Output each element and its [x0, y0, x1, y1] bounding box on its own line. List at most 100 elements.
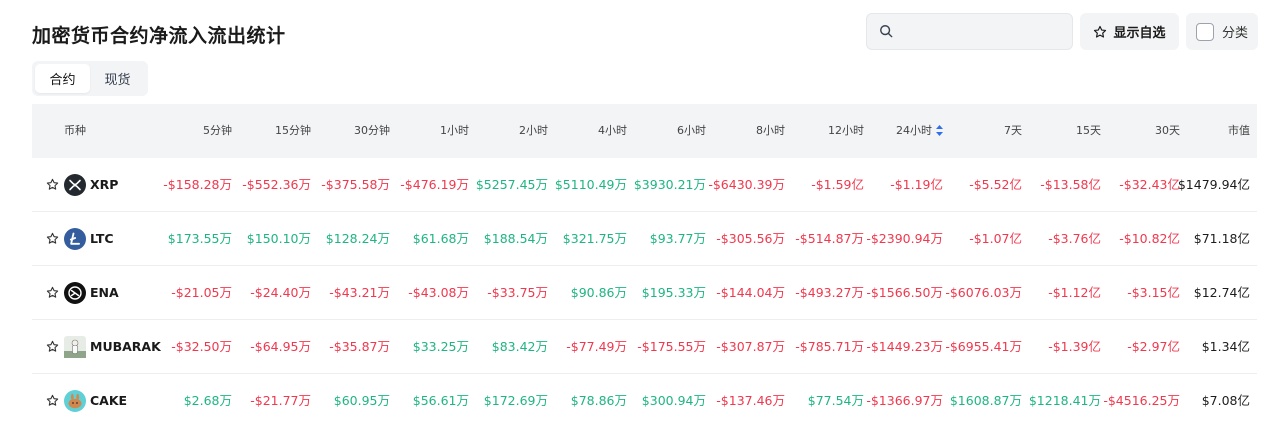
category-checkbox[interactable] [1195, 22, 1214, 41]
column-header-label: 6小时 [677, 124, 706, 137]
netflow-24h: -$1.19亿 [890, 177, 943, 192]
column-header-12h[interactable]: 12小时 [828, 104, 864, 158]
column-header-label: 8小时 [756, 124, 785, 137]
market-cap: $1479.94亿 [1177, 177, 1250, 192]
coin-name[interactable]: XRP [90, 177, 119, 192]
column-header-24h[interactable]: 24小时 [896, 104, 943, 158]
netflow-8h: -$144.04万 [716, 285, 785, 300]
category-toggle[interactable]: 分类 [1186, 13, 1258, 50]
netflow-30m: -$35.87万 [329, 339, 390, 354]
show-favorites-button[interactable]: 显示自选 [1080, 13, 1179, 50]
column-header-30d[interactable]: 30天 [1155, 104, 1180, 158]
category-label: 分类 [1221, 26, 1248, 41]
tab-futures[interactable]: 合约 [35, 64, 90, 93]
coin-name[interactable]: MUBARAK [90, 339, 161, 354]
netflow-15d: -$1.12亿 [1048, 285, 1101, 300]
netflow-30d: -$3.15亿 [1127, 285, 1180, 300]
netflow-15d: $1218.41万 [1028, 393, 1101, 408]
search-input[interactable] [901, 20, 1061, 44]
column-header-label: 15分钟 [275, 124, 311, 137]
netflow-7d: $1608.87万 [949, 393, 1022, 408]
netflow-12h: -$785.71万 [795, 339, 864, 354]
column-header-6h[interactable]: 6小时 [677, 104, 706, 158]
search-icon [880, 25, 893, 38]
netflow-4h: $321.75万 [562, 231, 627, 246]
favorite-star-icon[interactable] [46, 340, 59, 353]
coin-name[interactable]: CAKE [90, 393, 128, 408]
show-favorites-label: 显示自选 [1113, 26, 1166, 41]
column-header-label: 1小时 [440, 124, 469, 137]
tab-spot[interactable]: 现货 [104, 73, 131, 88]
market-cap: $1.34亿 [1201, 339, 1250, 354]
star-icon [1094, 25, 1107, 38]
table-row[interactable]: MUBARAK -$32.50万 -$64.95万 -$35.87万 $33.25万 $8… [32, 320, 1257, 374]
netflow-12h: $77.54万 [807, 393, 864, 408]
search-box[interactable] [866, 13, 1073, 50]
ena-icon [64, 282, 86, 304]
table-row[interactable]: CAKE $2.68万 -$21.77万 $60.95万 $56.61万 $172.69万… [32, 374, 1257, 424]
netflow-7d: -$5.52亿 [969, 177, 1022, 192]
column-header-market-cap[interactable]: 市值 [1228, 104, 1250, 158]
column-header-15m[interactable]: 15分钟 [275, 104, 311, 158]
netflow-7d: -$6076.03万 [945, 285, 1022, 300]
netflow-15m: $150.10万 [246, 231, 311, 246]
netflow-15m: -$552.36万 [242, 177, 311, 192]
table-body: XRP -$158.28万 -$552.36万 -$375.58万 -$476.19万 $… [32, 158, 1257, 424]
table-row[interactable]: ENA -$21.05万 -$24.40万 -$43.21万 -$43.08万 -$33.… [32, 266, 1257, 320]
column-header-label: 24小时 [896, 124, 932, 137]
netflow-7d: -$1.07亿 [969, 231, 1022, 246]
netflow-15d: -$13.58亿 [1040, 177, 1101, 192]
netflow-2h: -$33.75万 [487, 285, 548, 300]
netflow-12h: -$514.87万 [795, 231, 864, 246]
netflow-8h: -$307.87万 [716, 339, 785, 354]
netflow-15d: -$3.76亿 [1048, 231, 1101, 246]
column-header-15d[interactable]: 15天 [1076, 104, 1101, 158]
netflow-4h: -$77.49万 [566, 339, 627, 354]
coin-name[interactable]: LTC [90, 231, 114, 246]
netflow-5m: $173.55万 [167, 231, 232, 246]
column-header-4h[interactable]: 4小时 [598, 104, 627, 158]
coin-name[interactable]: ENA [90, 285, 119, 300]
market-cap: $71.18亿 [1193, 231, 1250, 246]
netflow-5m: -$158.28万 [163, 177, 232, 192]
column-header-label: 5分钟 [203, 124, 232, 137]
netflow-12h: -$493.27万 [795, 285, 864, 300]
favorite-star-icon[interactable] [46, 394, 59, 407]
mubarak-icon [64, 336, 86, 358]
netflow-5m: $2.68万 [183, 393, 232, 408]
netflow-6h: $3930.21万 [633, 177, 706, 192]
favorite-star-icon[interactable] [46, 232, 59, 245]
favorite-star-icon[interactable] [46, 286, 59, 299]
netflow-24h: -$1366.97万 [866, 393, 943, 408]
netflow-8h: -$305.56万 [716, 231, 785, 246]
netflow-1h: $33.25万 [412, 339, 469, 354]
netflow-2h: $188.54万 [483, 231, 548, 246]
netflow-30m: $128.24万 [325, 231, 390, 246]
column-header-label: 市值 [1228, 124, 1250, 137]
netflow-2h: $172.69万 [483, 393, 548, 408]
netflow-6h: $300.94万 [641, 393, 706, 408]
table-row[interactable]: LTC $173.55万 $150.10万 $128.24万 $61.68万 $188.5… [32, 212, 1257, 266]
column-header-coin[interactable]: 币种 [64, 104, 86, 158]
netflow-4h: $5110.49万 [554, 177, 627, 192]
column-header-8h[interactable]: 8小时 [756, 104, 785, 158]
market-cap: $7.08亿 [1201, 393, 1250, 408]
sort-icon[interactable] [936, 124, 943, 136]
table-row[interactable]: XRP -$158.28万 -$552.36万 -$375.58万 -$476.19万 $… [32, 158, 1257, 212]
netflow-15m: -$24.40万 [250, 285, 311, 300]
column-header-label: 2小时 [519, 124, 548, 137]
column-header-2h[interactable]: 2小时 [519, 104, 548, 158]
ltc-icon [64, 228, 86, 250]
netflow-24h: -$1449.23万 [866, 339, 943, 354]
column-header-1h[interactable]: 1小时 [440, 104, 469, 158]
column-header-5m[interactable]: 5分钟 [203, 104, 232, 158]
favorite-star-icon[interactable] [46, 178, 59, 191]
page-title: 加密货币合约净流入流出统计 [32, 25, 286, 47]
netflow-15m: -$64.95万 [250, 339, 311, 354]
column-header-label: 30天 [1155, 124, 1180, 137]
netflow-30m: -$375.58万 [321, 177, 390, 192]
netflow-12h: -$1.59亿 [811, 177, 864, 192]
column-header-7d[interactable]: 7天 [1004, 104, 1022, 158]
column-header-30m[interactable]: 30分钟 [354, 104, 390, 158]
cake-icon [64, 390, 86, 412]
